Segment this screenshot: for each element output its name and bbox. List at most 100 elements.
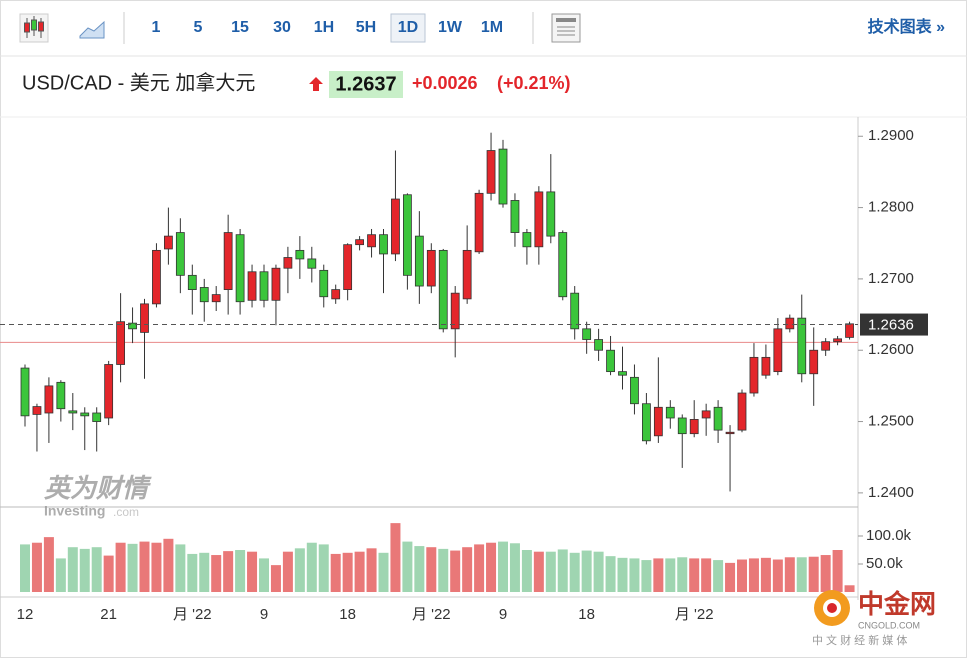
plot bbox=[0, 132, 858, 592]
candle-body bbox=[438, 249, 448, 330]
candle-body bbox=[211, 294, 221, 303]
candle-body bbox=[259, 271, 269, 301]
candle-body bbox=[474, 192, 484, 253]
candle-body bbox=[689, 419, 699, 435]
candle-body bbox=[68, 410, 78, 414]
active-interval-box bbox=[390, 13, 426, 43]
change-percent: (+0.21%) bbox=[497, 73, 571, 93]
volume-bar bbox=[366, 548, 377, 592]
candle-body bbox=[331, 289, 341, 300]
candle-body bbox=[450, 292, 460, 330]
area-icon[interactable] bbox=[79, 20, 105, 39]
candle-body bbox=[713, 406, 723, 431]
interval-button[interactable]: 1M bbox=[481, 19, 503, 36]
candle-body bbox=[510, 200, 520, 233]
interval-button[interactable]: 1D bbox=[398, 19, 418, 36]
candle-body bbox=[761, 356, 771, 376]
volume-bar bbox=[163, 538, 174, 592]
interval-button[interactable]: 5H bbox=[356, 19, 376, 36]
volume-bar bbox=[402, 541, 413, 592]
candle-body bbox=[701, 410, 711, 419]
up-arrow bbox=[309, 77, 323, 91]
x-tick-label: 月 '22 bbox=[412, 606, 451, 623]
candle-body bbox=[343, 244, 353, 291]
watermark-text: 英为财情 bbox=[44, 473, 152, 503]
candle-body bbox=[44, 385, 54, 414]
candle-body bbox=[223, 232, 233, 291]
volume-bar bbox=[820, 555, 831, 592]
volume-bar bbox=[354, 551, 365, 592]
interval-button[interactable]: 30 bbox=[273, 19, 291, 36]
candle-body bbox=[594, 339, 603, 351]
candle-body bbox=[402, 194, 412, 276]
interval-button[interactable]: 1W bbox=[438, 19, 463, 36]
y-tick-label: 1.2900 bbox=[868, 127, 914, 144]
volume-bar bbox=[330, 553, 341, 592]
volume-bar bbox=[725, 562, 736, 592]
candle-body bbox=[558, 232, 568, 298]
price-box bbox=[329, 71, 403, 98]
interval-button[interactable]: 5 bbox=[194, 19, 203, 36]
candle-body bbox=[821, 341, 831, 351]
volume-bar bbox=[629, 558, 640, 592]
volume-bar bbox=[103, 555, 114, 592]
chart-title: USD/CAD - 美元 加拿大元 bbox=[22, 70, 255, 94]
interval-button[interactable]: 1 bbox=[152, 19, 161, 36]
volume-bar bbox=[665, 558, 676, 592]
candle-body bbox=[116, 321, 125, 365]
volume-tick-label: 100.0k bbox=[866, 527, 912, 544]
candle-body bbox=[367, 234, 376, 248]
candle-body bbox=[677, 417, 687, 435]
volume-bar bbox=[79, 548, 90, 592]
volume-bar bbox=[581, 550, 592, 592]
volume-bar bbox=[760, 557, 771, 592]
volume-bar bbox=[151, 542, 162, 592]
x-tick-label: 18 bbox=[339, 606, 356, 623]
candle-body bbox=[235, 234, 245, 303]
volume-bar bbox=[55, 558, 66, 592]
x-tick-label: 21 bbox=[100, 606, 117, 623]
volume-bar bbox=[318, 544, 329, 592]
volume-bar bbox=[593, 551, 604, 592]
volume-bar bbox=[796, 557, 807, 592]
technical-chart-link[interactable]: 技术图表 » bbox=[868, 17, 945, 36]
volume-bar bbox=[187, 553, 198, 592]
candle-body bbox=[534, 191, 544, 248]
volume-bar bbox=[617, 557, 628, 592]
candle-body bbox=[618, 371, 627, 376]
table-icon[interactable] bbox=[551, 13, 581, 43]
candle-body bbox=[426, 249, 436, 287]
volume-bar bbox=[677, 557, 688, 592]
logo: 中金网 CNGOLD.COM 中 文 财 经 新 媒 体 bbox=[812, 589, 936, 647]
volume-bar bbox=[270, 565, 281, 592]
last-price-box bbox=[860, 313, 928, 336]
volume-bar bbox=[414, 546, 425, 592]
volume-bar bbox=[772, 559, 783, 592]
candle-body bbox=[32, 406, 42, 415]
price: 1.2637 bbox=[335, 73, 396, 95]
watermark-text: .com bbox=[113, 505, 139, 519]
interval-button[interactable]: 1H bbox=[314, 19, 334, 36]
candle-body bbox=[749, 356, 759, 394]
candle-body bbox=[833, 338, 842, 343]
volume-bar bbox=[127, 543, 138, 592]
candle-body bbox=[56, 381, 66, 410]
candle-body bbox=[642, 403, 651, 442]
volume-bar bbox=[199, 552, 210, 592]
volume-bar bbox=[701, 558, 712, 592]
candle-body bbox=[187, 274, 197, 291]
x-tick-label: 18 bbox=[578, 606, 595, 623]
candle-icon[interactable] bbox=[19, 13, 49, 43]
volume-bar bbox=[175, 544, 186, 592]
volume-bar bbox=[247, 551, 258, 592]
volume-bar bbox=[713, 560, 724, 592]
logo-site: CNGOLD.COM bbox=[858, 620, 920, 630]
interval-button[interactable]: 15 bbox=[231, 19, 249, 36]
x-tick-label: 月 '22 bbox=[675, 606, 714, 623]
volume-bar bbox=[211, 555, 222, 592]
volume-bar bbox=[91, 547, 102, 592]
x-tick-label: 9 bbox=[499, 606, 507, 623]
candle-body bbox=[152, 249, 161, 305]
